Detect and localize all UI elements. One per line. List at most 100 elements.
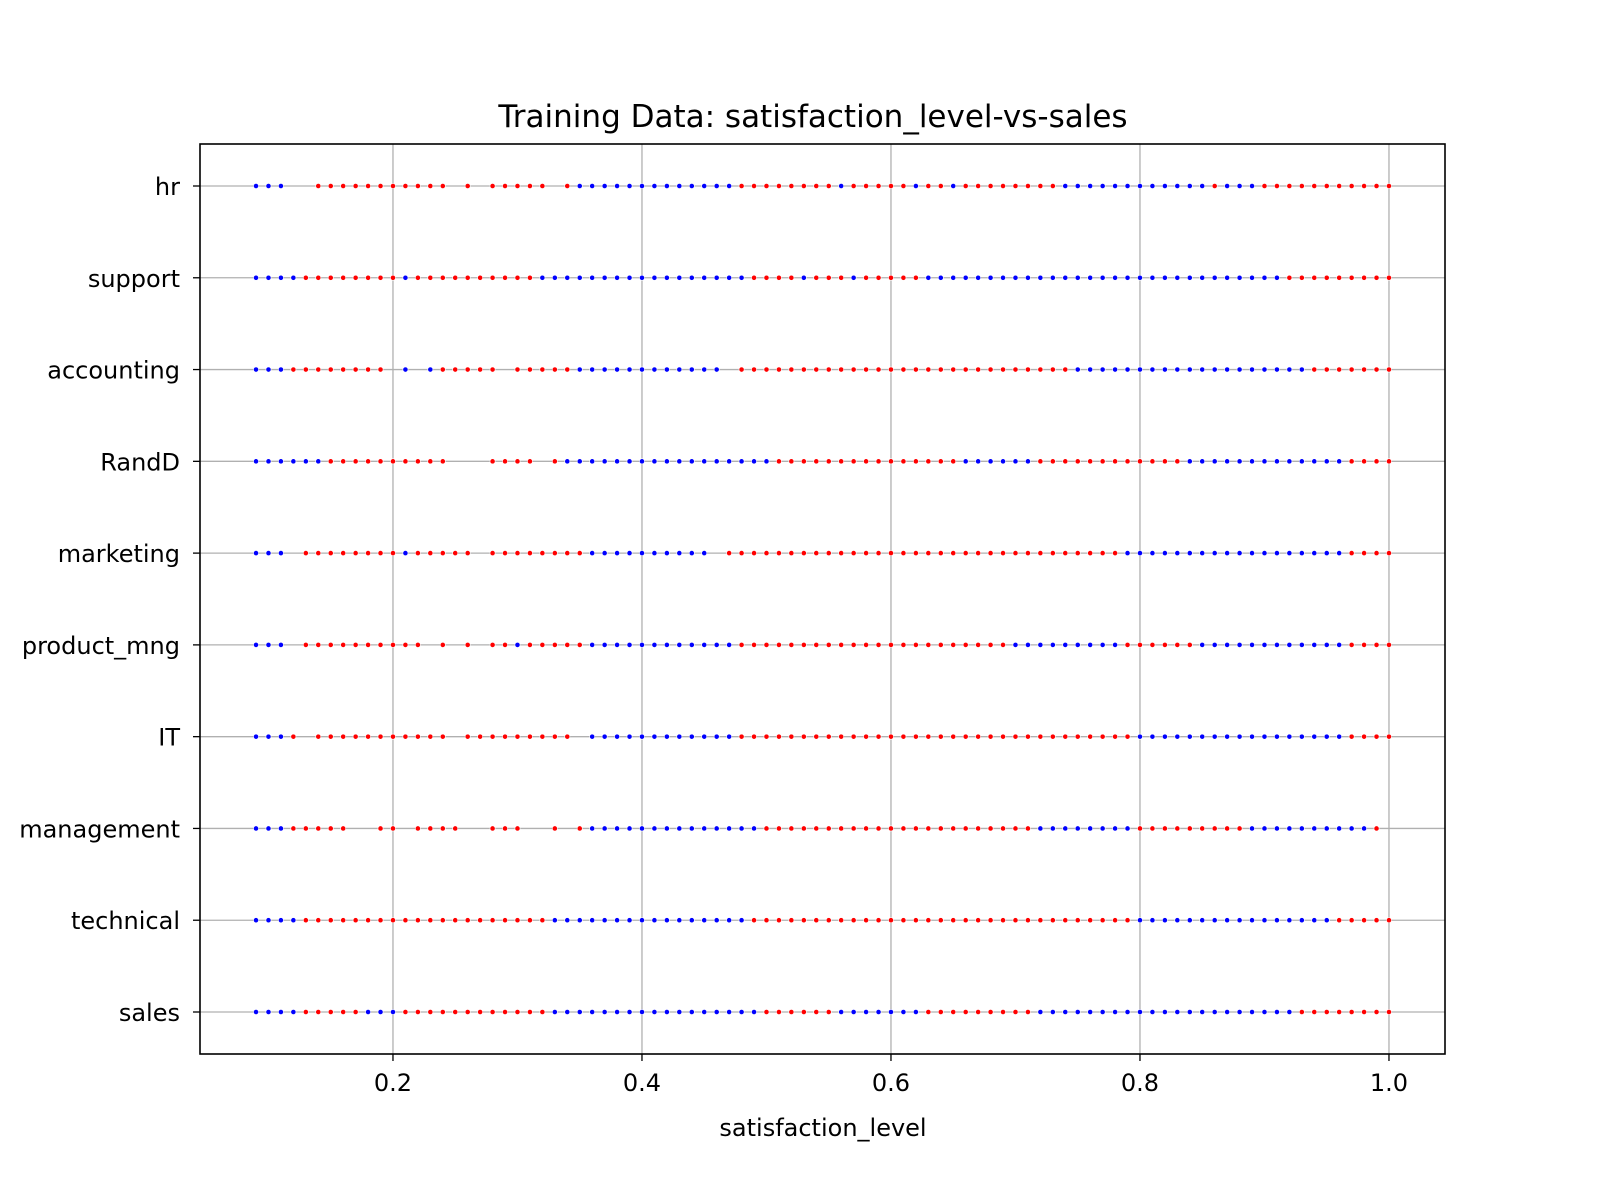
data-point: [414, 458, 421, 465]
data-point: [639, 366, 645, 373]
data-point: [1012, 917, 1019, 924]
data-point: [1149, 641, 1156, 648]
data-point: [390, 1009, 396, 1015]
data-point: [1161, 550, 1168, 557]
data-point: [626, 825, 633, 832]
data-point: [962, 917, 969, 924]
data-point: [1224, 550, 1231, 557]
data-point: [776, 641, 782, 648]
data-point: [1037, 550, 1044, 557]
data-point: [1361, 274, 1367, 281]
data-point: [863, 366, 869, 373]
data-point: [315, 366, 322, 373]
data-point: [1211, 366, 1218, 373]
data-point: [1149, 1009, 1156, 1015]
data-point: [439, 183, 446, 189]
data-point: [726, 550, 733, 557]
data-point: [502, 733, 508, 740]
data-point: [738, 825, 745, 832]
data-point: [776, 1009, 782, 1015]
data-point: [1323, 1009, 1330, 1015]
data-point: [1224, 1009, 1231, 1015]
data-point: [1386, 274, 1392, 281]
data-point: [975, 917, 982, 924]
data-point: [489, 1009, 496, 1015]
data-point: [1012, 1009, 1019, 1015]
data-point: [527, 366, 533, 373]
data-point: [402, 641, 409, 648]
data-point: [1037, 825, 1044, 832]
data-point: [751, 550, 757, 557]
data-point: [1149, 733, 1156, 740]
data-point: [614, 183, 620, 189]
data-point: [925, 1009, 932, 1015]
data-point: [763, 917, 770, 924]
data-point: [1286, 458, 1293, 465]
data-point: [888, 917, 894, 924]
data-point: [564, 550, 571, 557]
data-point: [1274, 274, 1280, 281]
data-point: [738, 366, 745, 373]
data-point: [1224, 458, 1231, 465]
data-point: [875, 733, 882, 740]
data-point: [1199, 917, 1206, 924]
data-point: [1274, 183, 1280, 189]
data-point: [626, 183, 633, 189]
data-point: [900, 733, 907, 740]
data-point: [800, 550, 807, 557]
data-point: [402, 550, 409, 557]
data-point: [825, 733, 832, 740]
data-point: [539, 274, 546, 281]
data-point: [987, 366, 994, 373]
data-point: [1186, 550, 1193, 557]
data-point: [377, 641, 384, 648]
data-point: [1124, 366, 1131, 373]
data-point: [1261, 733, 1268, 740]
data-point: [502, 550, 508, 557]
data-point: [788, 733, 795, 740]
data-point: [950, 1009, 957, 1015]
data-point: [1311, 183, 1318, 189]
data-point: [340, 550, 347, 557]
data-point: [1361, 1009, 1367, 1015]
data-point: [676, 733, 683, 740]
data-point: [875, 458, 882, 465]
data-point: [390, 183, 396, 189]
data-point: [1236, 458, 1243, 465]
data-point: [327, 458, 334, 465]
data-point: [527, 641, 533, 648]
data-point: [1249, 641, 1255, 648]
data-point: [1373, 274, 1380, 281]
data-point: [278, 733, 284, 740]
data-point: [614, 274, 620, 281]
data-point: [1186, 458, 1193, 465]
data-point: [576, 274, 583, 281]
data-point: [1062, 458, 1069, 465]
data-point: [676, 550, 683, 557]
data-point: [751, 641, 757, 648]
data-point: [1137, 1009, 1143, 1015]
data-point: [1025, 733, 1031, 740]
data-point: [688, 1009, 695, 1015]
data-point: [1224, 733, 1231, 740]
data-point: [1174, 825, 1181, 832]
data-point: [1049, 183, 1056, 189]
data-point: [1336, 1009, 1343, 1015]
data-point: [1361, 550, 1367, 557]
data-point: [1224, 183, 1231, 189]
data-point: [1137, 825, 1143, 832]
data-point: [265, 641, 272, 648]
data-point: [489, 274, 496, 281]
data-point: [800, 366, 807, 373]
data-point: [1311, 641, 1318, 648]
data-point: [676, 458, 683, 465]
data-point: [1074, 917, 1081, 924]
data-point: [1149, 550, 1156, 557]
data-point: [1249, 1009, 1255, 1015]
data-point: [1199, 550, 1206, 557]
data-point: [751, 274, 757, 281]
data-point: [1087, 274, 1094, 281]
data-point: [1386, 917, 1392, 924]
data-point: [1149, 458, 1156, 465]
data-point: [813, 825, 820, 832]
